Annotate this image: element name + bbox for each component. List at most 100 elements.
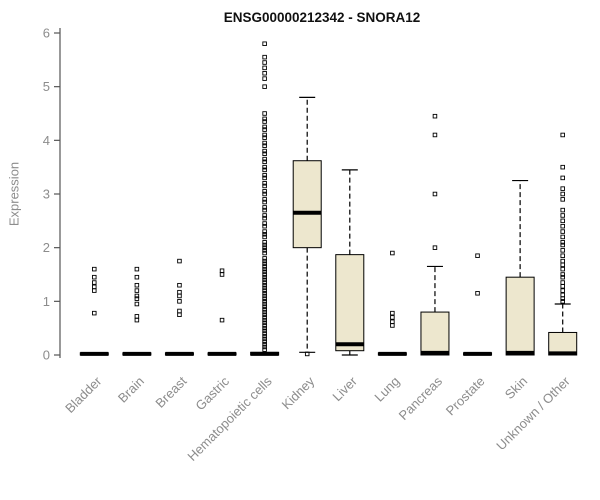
outlier-point (560, 280, 565, 285)
outlier-point (262, 333, 267, 339)
outlier-point (262, 183, 267, 189)
outlier-point (262, 288, 267, 293)
outlier-point (262, 151, 267, 156)
outlier-point (560, 253, 565, 258)
y-tick-label: 5 (43, 79, 50, 94)
outlier-point (262, 143, 267, 148)
y-tick-label: 4 (43, 133, 50, 148)
outlier-point (560, 186, 565, 191)
outlier-point (262, 266, 267, 272)
outlier-point (262, 256, 267, 261)
outlier-point (560, 248, 565, 253)
outlier-point (92, 280, 97, 285)
outlier-point (262, 320, 267, 326)
outlier-point (134, 293, 140, 299)
outlier-point (262, 280, 267, 285)
x-tick-label: Lung (371, 374, 402, 405)
box-group-6 (335, 169, 365, 356)
outlier-point (262, 336, 267, 342)
outlier-point (177, 282, 182, 288)
outlier-point (262, 261, 267, 267)
outlier-point (262, 116, 267, 122)
outlier-point (134, 288, 140, 293)
box-group-0 (79, 266, 109, 356)
iqr-box (292, 160, 322, 249)
outlier-point (560, 292, 565, 298)
outlier-point (177, 258, 182, 264)
x-tick-label: Unknown / Other (493, 373, 573, 453)
outlier-point (177, 293, 182, 299)
box-group-3 (207, 268, 237, 356)
outlier-point (262, 41, 267, 46)
outlier-point (262, 248, 267, 253)
outlier-point (92, 310, 97, 316)
iqr-box (335, 254, 365, 352)
outlier-point (262, 325, 267, 331)
outlier-point (134, 296, 140, 301)
outlier-point (262, 339, 267, 344)
outlier-point (262, 189, 267, 194)
x-tick-label: Pancreas (396, 373, 446, 423)
x-tick-label: Brain (115, 374, 147, 406)
outlier-point (262, 119, 267, 124)
outlier-point (560, 132, 565, 138)
y-tick-label: 0 (43, 348, 50, 363)
outlier-point (177, 299, 182, 304)
outlier-point (560, 234, 565, 240)
x-tick-label: Gastric (192, 373, 232, 413)
outlier-point (262, 76, 267, 81)
box-group-10 (505, 179, 535, 356)
outlier-point (262, 205, 267, 210)
outlier-point (262, 140, 267, 146)
outlier-point (262, 258, 267, 264)
outlier-point (262, 245, 267, 250)
outlier-point (390, 250, 395, 256)
outlier-point (262, 213, 267, 218)
outlier-point (92, 288, 97, 293)
outlier-point (262, 282, 267, 288)
outlier-point (219, 272, 225, 277)
outlier-point (560, 258, 565, 264)
outlier-point (134, 266, 140, 272)
outlier-point (262, 159, 267, 165)
outlier-point (92, 266, 97, 272)
outlier-point (177, 308, 182, 314)
outlier-point (262, 197, 267, 202)
outlier-point (262, 347, 267, 352)
outlier-point (262, 250, 267, 256)
box-group-1 (122, 266, 152, 356)
outlier-point (432, 113, 438, 119)
outlier-point (262, 285, 267, 291)
y-tick-label: 2 (43, 240, 50, 255)
outlier-point (262, 124, 267, 130)
outlier-point (262, 84, 267, 89)
outlier-point (134, 317, 140, 323)
outlier-point (262, 277, 267, 283)
outlier-point (560, 197, 565, 202)
outlier-point (560, 213, 565, 218)
box-group-2 (164, 258, 194, 356)
outlier-point (262, 156, 267, 162)
outlier-point (134, 282, 140, 288)
outlier-point (390, 315, 395, 320)
outlier-point (262, 70, 267, 76)
box-group-8 (420, 113, 450, 356)
box-group-4 (250, 41, 280, 356)
box-group-7 (377, 250, 407, 356)
outlier-point (262, 291, 267, 296)
outlier-point (262, 191, 267, 197)
outlier-point (262, 207, 267, 213)
outlier-point (262, 215, 267, 221)
outlier-point (92, 284, 97, 290)
outlier-point (262, 299, 267, 304)
outlier-point (262, 274, 267, 280)
outlier-point (262, 301, 267, 307)
outlier-point (560, 207, 565, 213)
outlier-point (262, 323, 267, 328)
outlier-point (262, 328, 267, 334)
outlier-point (262, 229, 267, 234)
y-tick-label: 6 (43, 26, 50, 41)
outlier-point (560, 164, 565, 170)
x-tick-label: Bladder (62, 373, 105, 416)
outlier-point (560, 299, 565, 304)
